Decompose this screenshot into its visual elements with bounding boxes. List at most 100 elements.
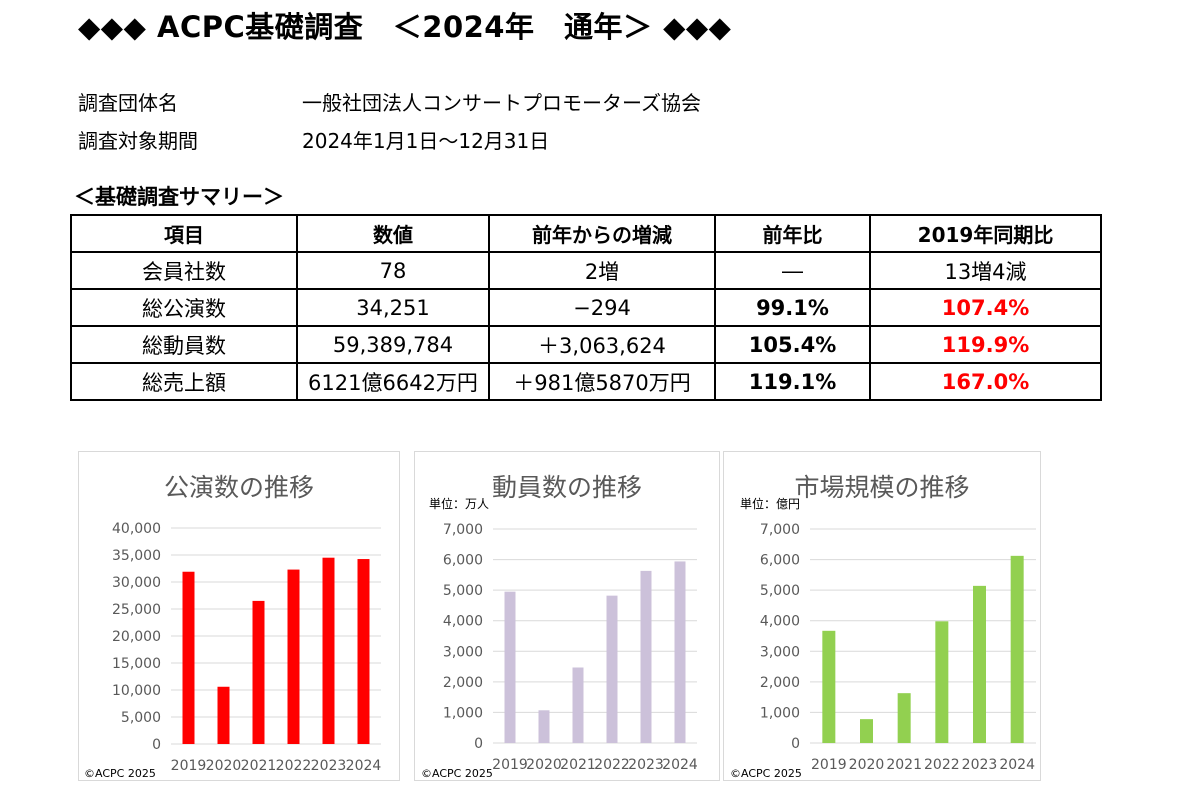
bar-2024 [674, 561, 686, 743]
chart-title: 市場規模の推移 [794, 473, 970, 502]
bar-2019 [822, 630, 836, 743]
table-cell: 2増 [488, 251, 716, 290]
y-tick-label: 10,000 [112, 683, 161, 699]
y-tick-label: 25,000 [112, 602, 161, 618]
y-tick-label: 2,000 [443, 675, 483, 691]
table-cell: −294 [488, 288, 716, 327]
row-label: 総動員数 [70, 325, 298, 364]
x-tick-label: 2023 [628, 757, 664, 773]
bar-2024 [1010, 555, 1024, 743]
bar-2021 [572, 667, 584, 743]
column-header: 2019年同期比 [869, 214, 1102, 253]
table-cell-highlight: 107.4% [869, 288, 1102, 327]
info-value: 一般社団法人コンサートプロモーターズ協会 [302, 91, 701, 115]
bar-2024 [357, 559, 370, 744]
bar-2023 [322, 557, 335, 744]
unit-label: 単位：億円 [740, 497, 801, 511]
table-cell: 13増4減 [869, 251, 1102, 290]
bar-2019 [182, 571, 195, 744]
table-cell: ― [714, 251, 871, 290]
bar-2022 [287, 569, 300, 744]
info-value: 2024年1月1日～12月31日 [302, 129, 550, 153]
y-tick-label: 4,000 [443, 614, 483, 630]
x-tick-label: 2022 [924, 757, 960, 773]
chart-title: 公演数の推移 [163, 473, 314, 502]
y-tick-label: 40,000 [112, 521, 161, 537]
x-tick-label: 2021 [560, 757, 596, 773]
info-label: 調査団体名 [78, 91, 178, 115]
page-title: ◆◆◆ ACPC基礎調査 ＜2024年 通年＞ ◆◆◆ [78, 10, 732, 44]
chart-panel-attendance: 動員数の推移 単位：万人 0 1,000 2,000 3,000 4,000 5,000 6… [414, 451, 720, 781]
y-tick-label: 1,000 [443, 705, 483, 721]
chart-title: 動員数の推移 [491, 473, 642, 502]
y-tick-label: 5,000 [121, 710, 161, 726]
copyright-label: ©ACPC 2025 [730, 767, 802, 780]
y-tick-label: 20,000 [112, 629, 161, 645]
table-row: 総動員数 59,389,784 ＋3,063,624 105.4% 119.9% [70, 325, 1102, 364]
y-tick-label: 5,000 [760, 583, 800, 599]
y-tick-label: 7,000 [443, 522, 483, 538]
chart-panel-market-size: 市場規模の推移 単位：億円 0 1,000 2,000 3,000 4,000 5,000… [723, 451, 1041, 781]
copyright-label: ©ACPC 2025 [421, 767, 493, 780]
y-tick-label: 15,000 [112, 656, 161, 672]
y-tick-label: 4,000 [760, 614, 800, 630]
bar-2022 [935, 621, 949, 743]
y-tick-label: 2,000 [760, 675, 800, 691]
unit-label: 単位：万人 [429, 497, 490, 511]
y-tick-label: 6,000 [760, 553, 800, 569]
x-tick-label: 2022 [594, 757, 630, 773]
table-cell: 119.1% [714, 362, 871, 401]
bar-2020 [860, 719, 873, 743]
x-tick-label: 2019 [171, 758, 207, 774]
column-header: 項目 [70, 214, 298, 253]
y-tick-label: 0 [474, 736, 483, 752]
x-tick-label: 2020 [849, 757, 885, 773]
y-tick-label: 7,000 [760, 522, 800, 538]
y-tick-label: 6,000 [443, 553, 483, 569]
x-tick-label: 2024 [999, 757, 1035, 773]
table-cell: 99.1% [714, 288, 871, 327]
table-cell: 59,389,784 [296, 325, 490, 364]
column-header: 数値 [296, 214, 490, 253]
table-cell: ＋3,063,624 [488, 325, 716, 364]
x-tick-label: 2019 [492, 757, 528, 773]
y-tick-label: 0 [791, 736, 800, 752]
bar-2019 [504, 591, 516, 743]
info-label: 調査対象期間 [78, 129, 198, 153]
bar-2022 [606, 595, 618, 743]
x-tick-label: 2023 [962, 757, 998, 773]
x-tick-label: 2019 [811, 757, 847, 773]
x-tick-label: 2022 [276, 758, 312, 774]
table-header-row: 項目 数値 前年からの増減 前年比 2019年同期比 [70, 214, 1102, 253]
market-size-bar-chart: 0 1,000 2,000 3,000 4,000 5,000 6,000 7,000 2019… [760, 522, 1036, 773]
summary-table: 項目 数値 前年からの増減 前年比 2019年同期比 会員社数 78 2増 ― … [70, 214, 1102, 401]
x-tick-label: 2021 [886, 757, 922, 773]
table-cell: 34,251 [296, 288, 490, 327]
table-cell-highlight: 119.9% [869, 325, 1102, 364]
summary-heading: ＜基礎調査サマリー＞ [74, 185, 284, 209]
row-label: 総公演数 [70, 288, 298, 327]
bar-2020 [217, 686, 230, 744]
y-tick-label: 30,000 [112, 575, 161, 591]
x-tick-label: 2023 [311, 758, 347, 774]
bar-2020 [538, 710, 550, 743]
bar-2023 [640, 570, 652, 743]
y-tick-label: 0 [152, 737, 161, 753]
x-tick-label: 2024 [346, 758, 382, 774]
attendance-bar-chart: 0 1,000 2,000 3,000 4,000 5,000 6,000 7,000 2019… [443, 522, 698, 773]
y-tick-label: 5,000 [443, 583, 483, 599]
column-header: 前年からの増減 [488, 214, 716, 253]
x-tick-label: 2021 [241, 758, 277, 774]
table-cell: 78 [296, 251, 490, 290]
table-cell: 105.4% [714, 325, 871, 364]
bar-2021 [252, 600, 265, 744]
row-label: 会員社数 [70, 251, 298, 290]
x-tick-label: 2024 [662, 757, 698, 773]
performances-bar-chart: 0 5,000 10,000 15,000 20,000 25,000 30,000 35,0… [112, 521, 382, 774]
info-row-organization: 調査団体名 一般社団法人コンサートプロモーターズ協会 [78, 87, 701, 116]
table-cell-highlight: 167.0% [869, 362, 1102, 401]
table-row: 総売上額 6121億6642万円 ＋981億5870万円 119.1% 167.… [70, 362, 1102, 401]
column-header: 前年比 [714, 214, 871, 253]
table-cell: 6121億6642万円 [296, 362, 490, 401]
table-row: 会員社数 78 2増 ― 13増4減 [70, 251, 1102, 290]
